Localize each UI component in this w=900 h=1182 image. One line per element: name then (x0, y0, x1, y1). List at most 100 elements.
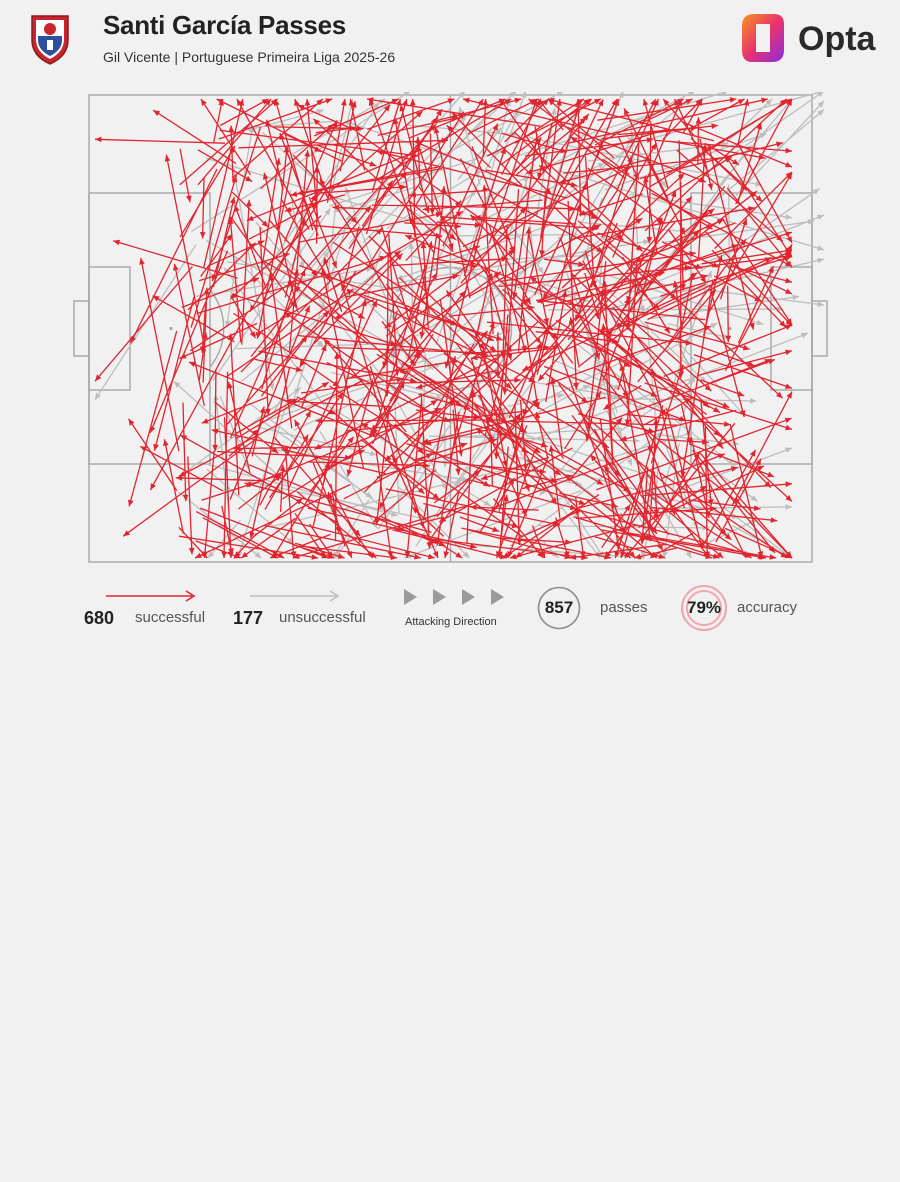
successful-pass-arrow-head (785, 425, 792, 430)
unsuccessful-pass-arrow (540, 431, 595, 496)
successful-pass-arrow-head (724, 421, 731, 427)
successful-pass-arrow-head (492, 527, 499, 532)
successful-pass-arrow-head (785, 481, 792, 487)
successful-pass-arrow-head (569, 206, 575, 212)
successful-pass-arrow-head (455, 552, 462, 558)
successful-pass-arrow-head (785, 384, 792, 389)
successful-pass-arrow-head (305, 99, 311, 106)
unsuccessful-pass-arrow-head (95, 393, 101, 400)
unsuccessful-pass-arrow (512, 333, 808, 448)
successful-pass-arrow-head (153, 110, 160, 116)
successful-pass-arrow-head (163, 439, 169, 446)
successful-pass-arrow-head (705, 511, 711, 518)
successful-pass-arrow-head (571, 182, 578, 188)
successful-pass-arrow-head (246, 200, 252, 207)
successful-pass-arrow (274, 437, 360, 536)
successful-pass-arrow-head (228, 126, 234, 133)
successful-pass-arrow-head (463, 98, 470, 104)
successful-legend-arrow-icon (104, 588, 199, 604)
right-six-yard-box (771, 267, 812, 390)
successful-pass-arrow-head (123, 530, 130, 536)
successful-pass-arrow (316, 420, 506, 421)
unsuccessful-pass-arrow-head (785, 448, 792, 453)
successful-pass-arrow-head (420, 332, 426, 339)
unsuccessful-pass-arrow-head (505, 329, 512, 334)
successful-pass-arrow (719, 435, 792, 502)
successful-pass-arrow (378, 118, 459, 136)
successful-pass-arrow (666, 99, 792, 174)
successful-pass-arrow-head (549, 445, 555, 452)
unsuccessful-pass-arrow-head (751, 495, 758, 501)
left-penalty-arc (210, 290, 224, 367)
successful-pass-arrow-head (579, 500, 586, 505)
successful-pass-arrow-head (230, 197, 236, 204)
successful-pass-arrow-head (95, 137, 102, 143)
successful-pass-arrow-head (304, 150, 310, 157)
successful-pass-arrow (166, 155, 205, 351)
unsuccessful-pass-arrow-head (817, 258, 824, 264)
unsuccessful-pass-arrow-head (785, 214, 792, 220)
successful-pass-arrow (546, 326, 711, 384)
successful-pass-arrow (203, 178, 204, 239)
successful-pass-arrow-head (113, 240, 120, 246)
right-penalty-spot (728, 327, 731, 330)
unsuccessful-pass-arrow-head (269, 383, 275, 390)
successful-pass-arrow (336, 352, 338, 541)
successful-pass-arrow-head (341, 99, 347, 106)
successful-pass-arrow-head (234, 205, 239, 212)
successful-pass-arrow (215, 370, 216, 452)
successful-pass-arrow-head (634, 554, 641, 560)
successful-pass-arrow (183, 403, 186, 502)
successful-pass-arrow-head (730, 97, 737, 103)
club-crest-icon (28, 12, 72, 66)
successful-count: 680 (84, 608, 114, 629)
successful-pass-arrow (604, 466, 670, 535)
successful-pass-arrow-head (769, 554, 776, 560)
successful-pass-arrow-head (201, 99, 207, 106)
successful-pass-arrow (199, 254, 290, 281)
successful-pass-arrow (699, 144, 706, 258)
unsuccessful-pass-arrow-head (817, 245, 824, 251)
right-goal (812, 301, 827, 356)
unsuccessful-pass-arrow-head (757, 320, 764, 325)
unsuccessful-pass-arrow-head (750, 398, 756, 404)
successful-pass-arrow (519, 510, 582, 538)
successful-pass-arrow-head (429, 208, 435, 214)
unsuccessful-pass-arrow-head (538, 267, 544, 274)
successful-pass-arrow (95, 267, 192, 382)
successful-pass-arrow-head (227, 382, 233, 389)
successful-pass-arrow-head (202, 418, 209, 423)
attacking-direction-icon (402, 587, 512, 607)
successful-pass-arrow-head (369, 161, 376, 166)
successful-pass-arrow-head (648, 428, 655, 434)
unsuccessful-pass-arrow-head (792, 295, 799, 301)
successful-pass-arrow (318, 145, 377, 166)
successful-pass-arrow-head (732, 159, 739, 165)
successful-pass-arrow-head (460, 443, 467, 449)
unsuccessful-pass-arrow-head (551, 108, 557, 115)
unsuccessful-pass-arrow-head (707, 271, 712, 278)
left-penalty-spot (169, 327, 172, 330)
successful-pass-arrow-head (496, 335, 503, 340)
successful-pass-arrow-head (725, 336, 731, 342)
successful-pass-arrow-head (200, 232, 206, 239)
successful-pass-arrow (602, 143, 657, 237)
successful-pass-arrow-head (410, 99, 416, 105)
successful-pass-arrow-head (744, 99, 750, 106)
unsuccessful-label: unsuccessful (279, 609, 366, 626)
successful-pass-arrow (728, 286, 729, 342)
left-goal (74, 301, 89, 356)
unsuccessful-pass-arrow-head (813, 189, 820, 195)
unsuccessful-pass-arrow-head (817, 301, 824, 307)
successful-pass-arrow-head (415, 137, 421, 144)
successful-pass-arrow-head (625, 504, 631, 511)
successful-pass-arrow (180, 149, 190, 202)
successful-pass-arrow-head (311, 554, 318, 560)
successful-pass-arrow (621, 364, 650, 539)
pass-map (72, 92, 832, 567)
page-subtitle: Gil Vicente | Portuguese Primeira Liga 2… (103, 49, 395, 65)
unsuccessful-pass-arrow-head (786, 504, 792, 510)
successful-pass-arrow-head (129, 419, 135, 426)
unsuccessful-count: 177 (233, 608, 263, 629)
unsuccessful-legend-arrow-icon (248, 588, 343, 604)
